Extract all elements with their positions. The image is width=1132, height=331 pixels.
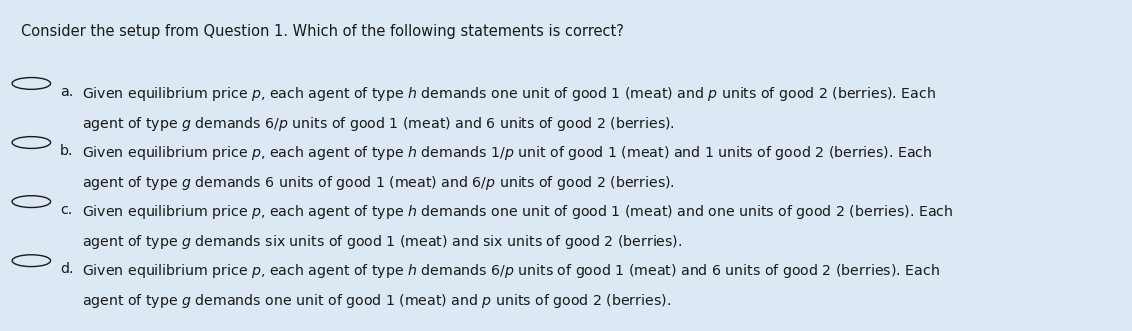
Text: agent of type $g$ demands 6 units of good 1 (meat) and $6/p$ units of good 2 (be: agent of type $g$ demands 6 units of goo… [82, 174, 675, 192]
Text: agent of type $g$ demands six units of good 1 (meat) and six units of good 2 (be: agent of type $g$ demands six units of g… [82, 233, 683, 251]
Text: Given equilibrium price $p$, each agent of type $h$ demands one unit of good 1 (: Given equilibrium price $p$, each agent … [82, 85, 935, 103]
Text: b.: b. [60, 144, 74, 158]
Text: Given equilibrium price $p$, each agent of type $h$ demands $6/p$ units of good : Given equilibrium price $p$, each agent … [82, 262, 940, 280]
Text: c.: c. [60, 203, 72, 217]
Text: Given equilibrium price $p$, each agent of type $h$ demands $1/p$ unit of good 1: Given equilibrium price $p$, each agent … [82, 144, 932, 162]
Text: agent of type $g$ demands one unit of good 1 (meat) and $p$ units of good 2 (ber: agent of type $g$ demands one unit of go… [82, 292, 670, 310]
Text: d.: d. [60, 262, 74, 276]
Text: Consider the setup from Question 1. Which of the following statements is correct: Consider the setup from Question 1. Whic… [20, 24, 624, 39]
Text: a.: a. [60, 85, 74, 99]
Text: agent of type $g$ demands $6/p$ units of good 1 (meat) and 6 units of good 2 (be: agent of type $g$ demands $6/p$ units of… [82, 115, 675, 133]
Text: Given equilibrium price $p$, each agent of type $h$ demands one unit of good 1 (: Given equilibrium price $p$, each agent … [82, 203, 953, 221]
